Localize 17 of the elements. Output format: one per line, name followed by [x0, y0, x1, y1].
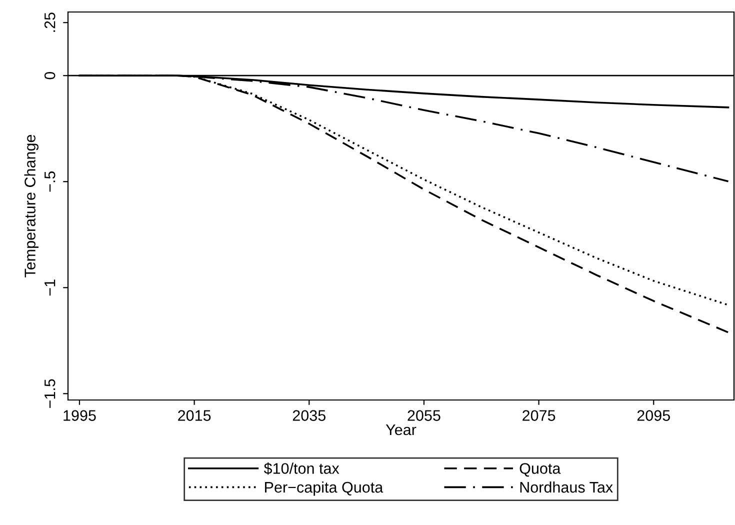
x-tick-label: 2055: [408, 410, 440, 421]
x-tick-label: 2035: [292, 410, 326, 421]
x-axis-title: Year: [386, 424, 416, 436]
legend-label: Nordhaus Tax: [520, 481, 613, 493]
legend-label: Quota: [520, 463, 561, 477]
x-tick-label: 2075: [522, 410, 556, 421]
x-tick-label: 1995: [64, 410, 96, 421]
y-tick-label: −1: [44, 280, 56, 296]
legend-label: $10/ton tax: [264, 462, 340, 475]
legend-label: Per−capita Quota: [265, 481, 384, 496]
x-tick-label: 2095: [637, 410, 670, 421]
y-axis-title: Temperature Change: [24, 134, 38, 278]
y-tick-label: −.5: [44, 171, 56, 192]
y-tick-label: −1.5: [44, 379, 56, 408]
y-tick-label: .25: [44, 12, 56, 32]
y-tick-label: 0: [44, 72, 56, 80]
x-tick-label: 2015: [178, 410, 211, 421]
